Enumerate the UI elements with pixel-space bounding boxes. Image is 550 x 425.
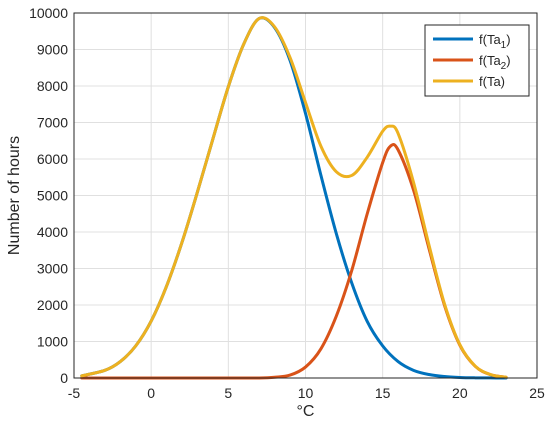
- x-tick-label: -5: [68, 385, 81, 401]
- y-axis-label: Number of hours: [6, 136, 23, 255]
- series-line-3: [80, 16, 508, 379]
- y-tick-label: 0: [60, 370, 68, 386]
- x-tick-label: 0: [147, 385, 155, 401]
- y-tick-label: 3000: [37, 261, 68, 277]
- legend-label-main: f(Ta: [479, 32, 501, 47]
- legend-label-subscript: 2: [501, 61, 507, 72]
- legend-label-end: ): [506, 32, 510, 47]
- y-tick-label: 6000: [37, 151, 68, 167]
- y-tick-label: 7000: [37, 115, 68, 131]
- legend: f(Ta1)f(Ta2)f(Ta): [424, 24, 530, 97]
- y-tick-labels: 0 1000 2000 3000 4000 5000 6000 7000 8000 9000 100…: [29, 5, 68, 386]
- legend-label: f(Ta1): [479, 32, 511, 51]
- x-axis-label: °C: [297, 403, 315, 420]
- x-tick-labels: -5 0 5 10 15 20 25: [68, 385, 545, 401]
- y-tick-label: 4000: [37, 224, 68, 240]
- legend-label-end: ): [506, 53, 510, 68]
- y-tick-label: 9000: [37, 42, 68, 58]
- legend-label-main: f(Ta: [479, 53, 501, 68]
- x-tick-label: 20: [452, 385, 468, 401]
- legend-label: f(Ta2): [479, 53, 511, 72]
- x-tick-label: 10: [298, 385, 314, 401]
- y-tick-label: 1000: [37, 334, 68, 350]
- x-tick-label: 15: [375, 385, 391, 401]
- y-tick-label: 10000: [29, 5, 68, 21]
- x-tick-label: 5: [224, 385, 232, 401]
- y-tick-label: 5000: [37, 188, 68, 204]
- legend-label: f(Ta): [479, 74, 505, 89]
- plot-frame: [73, 12, 538, 379]
- y-tick-label: 2000: [37, 297, 68, 313]
- x-tick-label: 25: [529, 385, 545, 401]
- legend-label-subscript: 1: [501, 40, 507, 51]
- y-tick-label: 8000: [37, 78, 68, 94]
- legend-label-main: f(Ta): [479, 74, 505, 89]
